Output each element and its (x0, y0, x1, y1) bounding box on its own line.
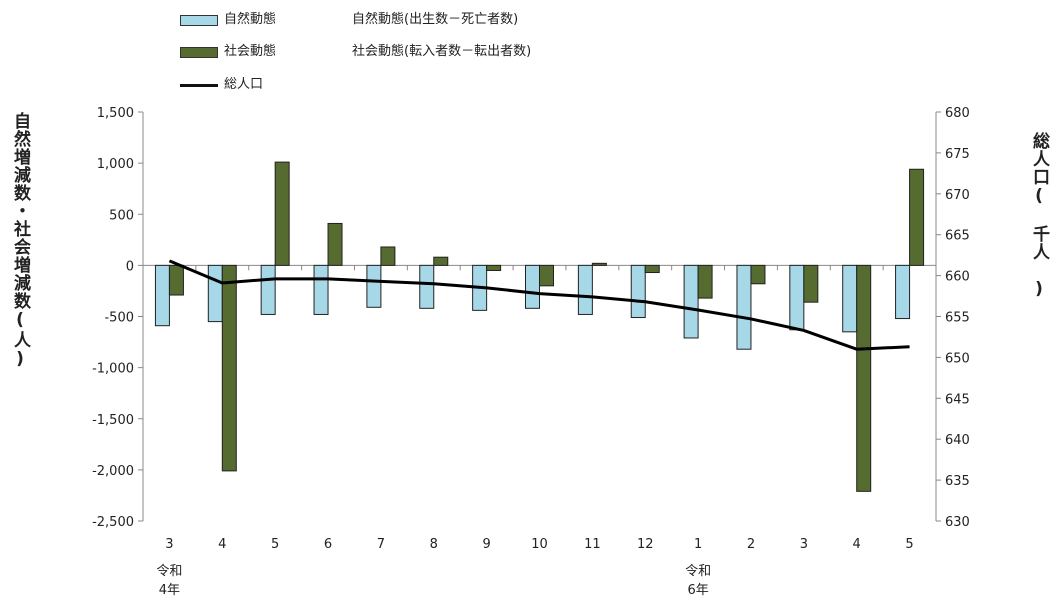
left-tick-label: -2,000 (92, 464, 134, 479)
legend-swatch-natural (180, 14, 218, 26)
bar-social (327, 222, 343, 266)
left-tick-label: 500 (109, 208, 134, 223)
bar-social (168, 264, 184, 296)
right-tick-label: 645 (945, 392, 970, 407)
x-tick-label: 4 (853, 537, 861, 552)
x-tick-label: 5 (905, 537, 913, 552)
right-tick-label: 675 (945, 147, 970, 162)
bar-social (750, 264, 766, 285)
bar-natural (895, 264, 911, 320)
right-tick-label: 660 (945, 270, 970, 285)
right-tick-label: 650 (945, 351, 970, 366)
era-label-r6: 令和 6年 (678, 562, 718, 600)
x-tick-label: 3 (165, 537, 173, 552)
left-tick-label: 0 (126, 259, 134, 274)
left-tick-label: -1,000 (92, 362, 134, 377)
x-tick-label: 5 (271, 537, 279, 552)
right-tick-label: 670 (945, 188, 970, 203)
legend-item-population: 総人口 (180, 77, 263, 93)
left-tick-label: -1,500 (92, 413, 134, 428)
x-tick-label: 1 (694, 537, 702, 552)
bar-natural (736, 264, 752, 350)
bar-natural (154, 264, 170, 327)
era-label-line: 4年 (158, 583, 181, 598)
legend-item-natural: 自然動態 自然動態(出生数－死亡者数) (180, 12, 518, 28)
bar-natural (260, 264, 276, 315)
bar-natural (842, 264, 858, 333)
right-tick-label: 635 (945, 474, 970, 489)
bar-social (539, 264, 554, 287)
legend-desc-natural: 自然動態(出生数－死亡者数) (352, 12, 519, 27)
x-tick-label: 7 (377, 537, 385, 552)
legend-name-social: 社会動態 (224, 44, 277, 59)
bar-natural (366, 264, 382, 308)
bar-social (591, 262, 607, 266)
bar-social (221, 264, 237, 472)
legend-line-population (180, 83, 218, 87)
bar-social (909, 168, 925, 266)
legend-name-population: 総人口 (224, 77, 264, 92)
bar-natural (313, 264, 329, 315)
left-tick-label: 1,000 (97, 157, 134, 172)
bar-social (856, 264, 872, 492)
era-label-r4: 令和 4年 (149, 562, 189, 600)
left-axis-label: 自然増減数・社会増減数(人) (10, 112, 30, 370)
right-tick-label: 665 (945, 229, 970, 244)
line-population (168, 259, 910, 351)
x-tick-label: 9 (482, 537, 490, 552)
bar-social (486, 264, 502, 271)
x-tick-label: 10 (531, 537, 548, 552)
bar-natural (683, 264, 699, 339)
legend-desc-social: 社会動態(転入者数－転出者数) (352, 44, 532, 59)
bar-natural (419, 264, 435, 309)
bar-natural (525, 264, 540, 309)
bar-natural (207, 264, 223, 323)
bar-natural (577, 264, 593, 315)
bar-social (697, 264, 713, 299)
bar-social (644, 264, 660, 274)
bar-social (803, 264, 819, 303)
right-tick-label: 640 (945, 433, 970, 448)
x-tick-label: 6 (324, 537, 332, 552)
right-tick-label: 655 (945, 311, 970, 326)
era-label-line: 令和 (685, 564, 712, 579)
legend-swatch-social (180, 46, 218, 58)
bar-social (433, 256, 449, 266)
bar-natural (789, 264, 805, 331)
left-tick-label: -2,500 (92, 515, 134, 530)
legend-item-social: 社会動態 社会動態(転入者数－転出者数) (180, 44, 531, 60)
legend-name-natural: 自然動態 (224, 12, 277, 27)
era-label-line: 令和 (156, 564, 183, 579)
right-tick-label: 630 (945, 515, 970, 530)
era-label-line: 6年 (687, 583, 709, 598)
left-tick-label: 1,500 (97, 106, 134, 121)
x-tick-label: 3 (800, 537, 808, 552)
bar-social (380, 246, 396, 266)
right-tick-label: 680 (945, 106, 970, 121)
x-tick-label: 2 (747, 537, 755, 552)
x-tick-label: 12 (637, 537, 654, 552)
x-tick-label: 8 (430, 537, 438, 552)
x-tick-label: 11 (584, 537, 601, 552)
left-tick-label: -500 (104, 311, 134, 326)
x-tick-label: 4 (218, 537, 226, 552)
bar-social (274, 161, 290, 266)
right-axis-label: 総人口( 千人 ) (1029, 132, 1049, 300)
bar-natural (630, 264, 646, 319)
